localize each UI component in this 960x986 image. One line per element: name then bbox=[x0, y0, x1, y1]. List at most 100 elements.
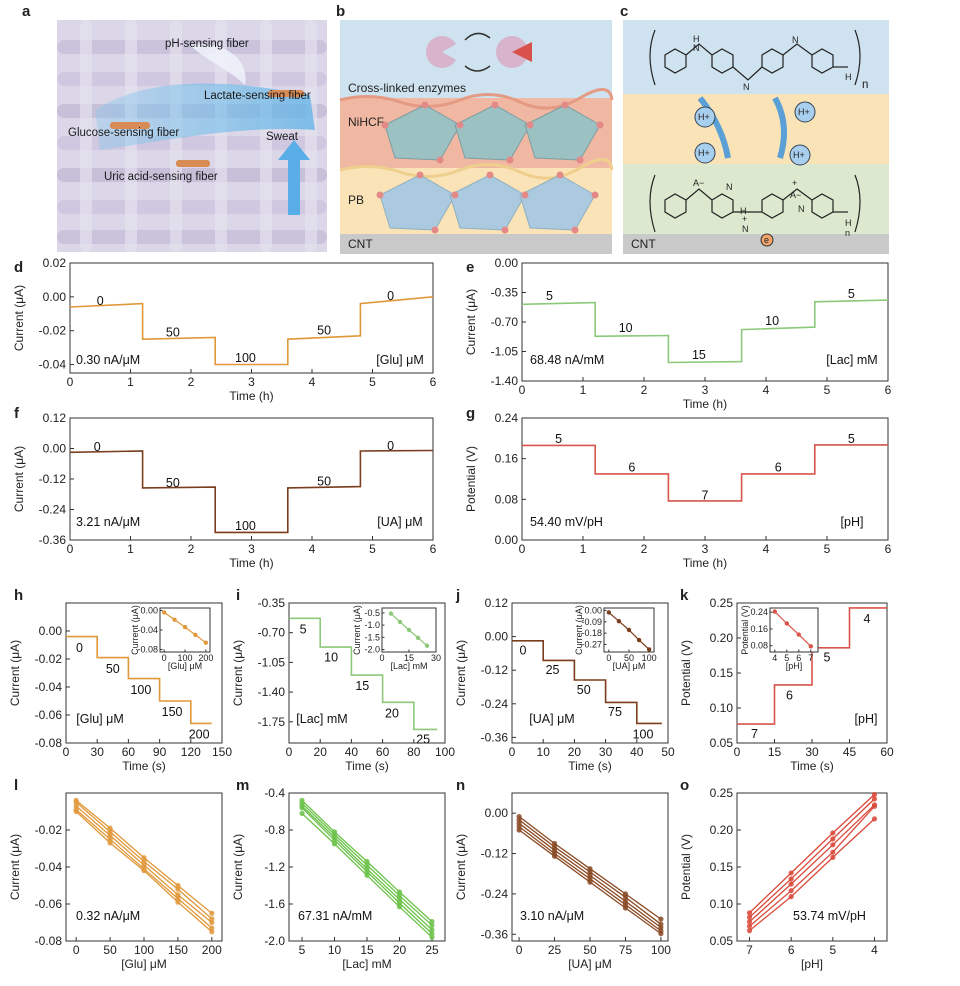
concentration-unit-label: [UA] μM bbox=[529, 712, 574, 726]
x-tick-label: 5 bbox=[784, 653, 789, 663]
data-point bbox=[871, 816, 878, 822]
data-point bbox=[396, 900, 403, 906]
polyaniline-emeraldine-salt bbox=[649, 174, 861, 233]
x-tick-label: 1 bbox=[127, 542, 134, 556]
y-tick-label: 0.10 bbox=[710, 897, 734, 911]
step-label: 100 bbox=[633, 728, 654, 742]
panel-label-d: d bbox=[14, 259, 23, 276]
step-label: 0 bbox=[94, 440, 101, 454]
x-tick-label: 20 bbox=[314, 745, 328, 759]
chem-plus-2: A− bbox=[790, 190, 801, 200]
polyaniline-emeraldine-base bbox=[649, 29, 861, 86]
inset-point bbox=[406, 627, 412, 633]
y-tick-label: -0.12 bbox=[39, 472, 67, 486]
step-label: 20 bbox=[385, 706, 399, 720]
panel-label-i: i bbox=[236, 587, 240, 604]
data-point bbox=[551, 853, 558, 859]
x-tick-label: 50 bbox=[103, 943, 117, 957]
data-point bbox=[175, 882, 181, 889]
data-point bbox=[209, 925, 215, 931]
x-axis-label: [pH] bbox=[801, 957, 823, 971]
y-tick-label: -0.04 bbox=[35, 860, 63, 874]
data-point bbox=[141, 868, 147, 874]
step-label: 0 bbox=[76, 641, 83, 655]
data-point bbox=[429, 931, 435, 937]
plot-frame bbox=[288, 602, 446, 744]
y-tick-label: 0.16 bbox=[750, 624, 768, 634]
data-point bbox=[830, 836, 836, 842]
x-tick-label: 20 bbox=[568, 745, 582, 759]
chem-n-top-3: N bbox=[792, 35, 799, 45]
y-axis-label: Current (μA) bbox=[464, 289, 478, 355]
plot-frame bbox=[769, 607, 819, 653]
series-line bbox=[66, 635, 212, 725]
chem-anion-1: N bbox=[726, 182, 733, 192]
chart-d: 0 1 2 3 4 5 6 0.02 0.00 -0.02 -0.04 Time (h) Current… bbox=[12, 256, 437, 403]
x-axis-label: Time (s) bbox=[345, 759, 389, 773]
x-tick-label: 6 bbox=[788, 943, 795, 957]
data-point bbox=[871, 796, 878, 802]
data-point bbox=[516, 827, 522, 833]
inset-point bbox=[626, 627, 632, 633]
x-tick-label: 0 bbox=[73, 943, 80, 957]
y-tick-label: 0.10 bbox=[710, 701, 734, 715]
inset-point bbox=[636, 637, 642, 643]
panel-label-e: e bbox=[466, 259, 474, 276]
x-tick-label: 3 bbox=[248, 542, 255, 556]
data-point bbox=[788, 894, 794, 900]
step-label: 7 bbox=[702, 488, 709, 502]
inset-point bbox=[772, 609, 777, 614]
x-tick-label: 1 bbox=[580, 383, 587, 397]
x-tick-label: 0 bbox=[516, 943, 523, 957]
y-tick-label: -0.02 bbox=[35, 823, 63, 837]
y-tick-label: -0.8 bbox=[264, 823, 285, 837]
plot-frame bbox=[65, 602, 223, 744]
inset-x-axis-label: [pH] bbox=[786, 661, 803, 671]
data-point bbox=[209, 910, 215, 916]
x-axis-label: Time (h) bbox=[229, 556, 273, 570]
concentration-unit-label: [Glu] μM bbox=[376, 353, 424, 367]
y-axis-label: Potential (V) bbox=[679, 834, 693, 900]
atoms bbox=[376, 101, 604, 234]
x-tick-label: 6 bbox=[796, 653, 801, 663]
step-label: 4 bbox=[864, 612, 871, 626]
series-line bbox=[522, 444, 888, 502]
y-tick-label: -1.2 bbox=[264, 860, 285, 874]
inset-x-axis-label: [Lac] mM bbox=[390, 661, 427, 671]
y-tick-label: -1.0 bbox=[364, 620, 380, 630]
illustration-a: pH-sensing fiber Glucose-sensing fiber L… bbox=[57, 20, 327, 252]
step-label: 25 bbox=[416, 733, 430, 747]
chem-n-top-2: N bbox=[743, 82, 750, 92]
series-line bbox=[737, 607, 887, 725]
proton-icons bbox=[694, 101, 816, 166]
y-tick-label: -1.40 bbox=[491, 374, 519, 388]
y-tick-label: -1.75 bbox=[258, 715, 286, 729]
data-point bbox=[141, 862, 147, 868]
x-tick-label: 150 bbox=[168, 943, 188, 957]
fabric-weave bbox=[57, 20, 327, 252]
y-tick-label: 0.15 bbox=[710, 860, 734, 874]
chem-n-top-1: N bbox=[693, 43, 700, 53]
data-point bbox=[175, 886, 181, 892]
label-cross-linked-enzymes: Cross-linked enzymes bbox=[348, 81, 466, 95]
x-tick-label: 2 bbox=[641, 542, 648, 556]
chart-h: 0 30 60 90 120 150 0.00 -0.02 -0.04 -0.06 -0.08 Tim… bbox=[8, 602, 232, 773]
x-tick-label: 0 bbox=[519, 383, 526, 397]
series-fit-line bbox=[749, 818, 875, 932]
data-point bbox=[364, 872, 370, 878]
data-point bbox=[73, 808, 79, 815]
x-tick-label: 200 bbox=[198, 653, 213, 663]
x-tick-label: 10 bbox=[537, 745, 551, 759]
x-tick-label: 30 bbox=[91, 745, 105, 759]
x-tick-label: 7 bbox=[746, 943, 753, 957]
y-axis-label: Current (μA) bbox=[8, 834, 22, 900]
panel-label-n: n bbox=[456, 777, 465, 794]
data-point bbox=[830, 842, 836, 848]
x-tick-label: 30 bbox=[431, 653, 441, 663]
inset-point bbox=[203, 640, 209, 645]
x-tick-label: 3 bbox=[702, 383, 709, 397]
inset-point bbox=[784, 621, 789, 626]
chart-g: 0 1 2 3 4 5 6 0.24 0.16 0.08 0.00 Time (h) Potential… bbox=[464, 411, 892, 570]
x-tick-label: 100 bbox=[177, 653, 192, 663]
sensitivity-label: 54.40 mV/pH bbox=[530, 515, 603, 529]
